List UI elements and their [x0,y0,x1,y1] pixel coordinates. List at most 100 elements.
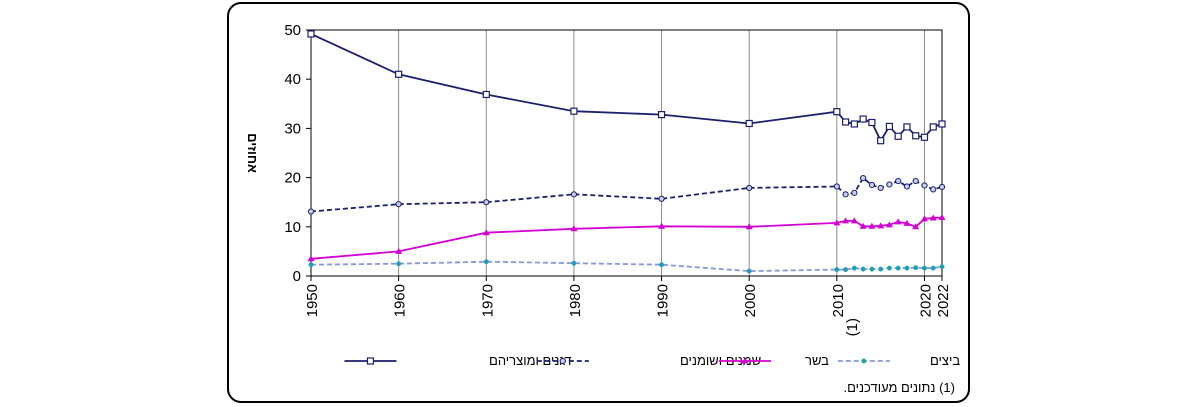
data-point [395,70,403,78]
data-point [746,268,752,274]
x-tick-label: 1960 [392,284,409,317]
data-point [859,222,867,229]
data-point [861,358,867,364]
x-tick-label: 1990 [655,284,672,317]
data-point [571,260,577,266]
data-point [929,214,937,221]
data-point [850,120,858,128]
data-point [885,122,894,131]
data-point [395,247,403,254]
axes: 1950 1960 1970 1980 1990 2000 2010 2020 2022(1)0… [284,22,952,336]
data-point [938,213,946,220]
data-point [877,222,885,229]
data-point [658,222,666,229]
data-point [912,132,920,140]
legend: דגנים ומוצריהם שמנים ושומנים בשר ביצים [344,353,960,368]
series-2 [307,174,946,215]
data-point [860,266,866,272]
data-point [894,218,902,225]
data-point [877,184,884,192]
data-point [922,265,927,271]
data-point [570,191,578,198]
data-point [482,229,490,236]
legend-label: ביצים [930,353,960,368]
data-point [833,108,841,116]
series-1 [307,30,946,145]
data-point [482,90,490,99]
data-point [842,217,850,224]
legend-item: בשר [719,353,829,368]
data-point [920,215,928,222]
data-point [868,118,876,127]
y-tick-label: 40 [284,71,301,88]
data-point [894,132,902,140]
data-point [395,201,402,208]
data-point [307,255,315,262]
x-tick-label: 2010 [830,284,847,317]
data-point [869,266,875,272]
data-point [868,181,875,189]
data-point [877,137,885,145]
data-point [833,219,841,226]
data-point [868,222,876,229]
data-point [841,118,850,126]
series-line [310,216,943,260]
data-point [745,223,753,230]
data-point [308,262,314,268]
data-point [886,181,893,188]
grid [310,30,943,276]
x-tick-label: 2022 [935,284,952,317]
data-point [483,259,489,265]
data-point [657,111,666,119]
chart-frame [227,2,970,403]
data-point [903,219,911,226]
data-point [930,265,936,271]
y-tick-label: 30 [284,120,301,137]
data-point [483,199,490,206]
data-point [843,267,849,273]
data-point [307,208,315,215]
series-layer [307,30,946,274]
data-point [903,123,911,131]
data-point [559,357,566,365]
data-point [570,225,578,232]
data-point [859,115,867,123]
data-point [570,107,578,115]
y-tick-label: 0 [293,268,301,285]
y-axis-label: אחוזים [245,133,260,173]
footnote: (1) נתונים מעודכנים. [843,380,955,395]
legend-item: ביצים [837,353,960,368]
data-point [746,184,753,192]
data-point [307,30,315,38]
x-tick-label: 1980 [567,284,584,317]
data-point [930,186,937,193]
data-point [886,265,892,271]
legend-label: בשר [805,353,829,368]
y-tick-label: 10 [284,219,301,236]
x-tick-label: 1970 [479,284,496,317]
data-point [938,183,946,191]
data-point [851,265,857,271]
series-3 [307,213,946,262]
data-point [929,123,937,131]
x-tick-label: 2020 [917,284,934,317]
data-point [745,119,753,128]
data-point [904,265,910,271]
data-point [895,177,902,185]
data-point [938,120,946,128]
data-point [903,183,911,190]
data-point [885,221,893,228]
x-tick-label: 1950 [304,284,321,317]
data-point [366,357,375,365]
data-point [939,264,945,270]
data-point [878,266,884,272]
data-point [921,182,928,189]
data-point [912,177,919,185]
data-point [741,357,749,364]
data-point [396,261,402,267]
data-point [851,189,858,196]
data-point [833,183,840,190]
legend-label: דגנים ומוצריהם [489,353,572,368]
series-4 [308,259,945,274]
